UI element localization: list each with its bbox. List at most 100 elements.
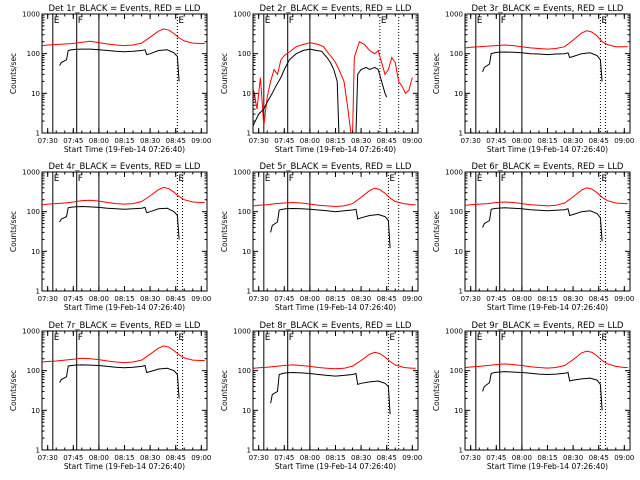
x-tick-label: 07:30 <box>461 454 481 462</box>
x-tick-label: 07:45 <box>486 454 506 462</box>
x-tick-label: 08:15 <box>325 295 345 303</box>
x-tick-label: 08:30 <box>351 454 371 462</box>
series-group <box>465 350 628 411</box>
interval-marker-label: E <box>54 333 60 343</box>
series-line-lld <box>253 40 413 133</box>
x-tick-label: 09:00 <box>191 295 211 303</box>
interval-marker-label: E <box>477 174 483 184</box>
series-line-events <box>482 51 603 82</box>
panel-title: Det 9r_BLACK = Events, RED = LLD <box>472 321 624 331</box>
y-axis-title: Counts/sec <box>432 53 441 94</box>
x-tick-label: 08:00 <box>512 295 532 303</box>
y-tick-label: 100 <box>238 367 251 375</box>
x-tick-label: 08:00 <box>512 454 532 462</box>
x-axis-title: Start Time (19-Feb-14 07:26:40) <box>64 462 185 471</box>
panel-title: Det 2r_BLACK = Events, RED = LLD <box>260 4 412 14</box>
x-tick-label: 08:15 <box>537 454 557 462</box>
interval-marker-label: E <box>265 333 271 343</box>
y-tick-label: 1 <box>36 288 40 296</box>
x-tick-label: 07:45 <box>63 295 83 303</box>
x-tick-label: 07:45 <box>486 137 506 145</box>
series-line-events <box>270 371 391 415</box>
x-tick-label: 07:45 <box>274 454 294 462</box>
x-tick-label: 07:45 <box>63 454 83 462</box>
panel-1: Det 1r_BLACK = Events, RED = LLD E F E 1 10 10… <box>9 4 211 154</box>
x-tick-label: 08:00 <box>512 137 532 145</box>
x-tick-label: 09:00 <box>614 137 634 145</box>
series-line-lld <box>253 187 416 208</box>
interval-marker-label: E <box>178 174 184 184</box>
panel-title: Det 1r_BLACK = Events, RED = LLD <box>49 4 201 14</box>
series-line-events <box>482 207 603 242</box>
x-axis-title: Start Time (19-Feb-14 07:26:40) <box>275 145 396 154</box>
y-tick-label: 1000 <box>22 11 40 19</box>
x-tick-label: 07:45 <box>274 295 294 303</box>
y-tick-label: 10 <box>454 248 463 256</box>
x-tick-label: 08:15 <box>114 454 134 462</box>
series-line-events <box>59 205 180 240</box>
interval-marker-label: E <box>54 16 60 26</box>
series-group <box>253 187 416 249</box>
x-tick-label: 08:30 <box>563 454 583 462</box>
series-line-lld <box>42 345 205 364</box>
x-axis-title: Start Time (19-Feb-14 07:26:40) <box>487 145 608 154</box>
interval-marker-label: E <box>601 333 607 343</box>
interval-marker-label: E <box>265 16 271 26</box>
x-tick-label: 08:15 <box>114 295 134 303</box>
y-tick-label: 10 <box>242 407 251 415</box>
y-tick-label: 1000 <box>233 328 251 336</box>
x-tick-label: 09:00 <box>402 137 422 145</box>
interval-marker-label: E <box>178 16 184 26</box>
x-tick-label: 08:45 <box>589 295 609 303</box>
y-axis-title: Counts/sec <box>220 211 229 252</box>
x-tick-label: 08:30 <box>563 295 583 303</box>
x-tick-label: 07:30 <box>461 295 481 303</box>
series-line-events <box>482 371 603 411</box>
y-tick-label: 1 <box>459 130 463 138</box>
interval-marker-label: E <box>54 174 60 184</box>
series-group <box>465 30 628 82</box>
y-axis-title: Counts/sec <box>220 53 229 94</box>
series-group <box>42 186 205 240</box>
x-tick-label: 07:30 <box>249 454 269 462</box>
y-tick-label: 100 <box>238 208 251 216</box>
y-tick-label: 1 <box>459 288 463 296</box>
y-tick-label: 1 <box>247 130 251 138</box>
x-tick-label: 08:15 <box>325 454 345 462</box>
x-tick-label: 08:00 <box>89 454 109 462</box>
x-tick-label: 07:30 <box>249 295 269 303</box>
series-group <box>253 40 413 133</box>
y-tick-label: 1 <box>36 447 40 455</box>
y-tick-label: 1000 <box>445 328 463 336</box>
y-tick-label: 1000 <box>233 11 251 19</box>
x-tick-label: 07:30 <box>461 137 481 145</box>
y-tick-label: 100 <box>450 367 463 375</box>
y-tick-label: 1000 <box>233 169 251 177</box>
series-line-lld <box>42 28 205 47</box>
series-line-lld <box>253 351 416 370</box>
plot-frame <box>41 13 208 134</box>
y-tick-label: 10 <box>454 407 463 415</box>
y-tick-label: 10 <box>31 90 40 98</box>
plot-frame <box>252 171 419 292</box>
plot-frame <box>41 330 208 451</box>
plot-frame <box>464 171 631 292</box>
y-tick-label: 1000 <box>22 169 40 177</box>
x-axis-title: Start Time (19-Feb-14 07:26:40) <box>275 462 396 471</box>
panel-title: Det 7r_BLACK = Events, RED = LLD <box>49 321 201 331</box>
panel-7: Det 7r_BLACK = Events, RED = LLD E F E 1 10 10… <box>9 321 211 471</box>
y-tick-label: 10 <box>31 407 40 415</box>
y-tick-label: 1 <box>459 447 463 455</box>
x-tick-label: 08:30 <box>140 454 160 462</box>
x-tick-label: 07:45 <box>486 295 506 303</box>
series-line-lld <box>465 187 628 207</box>
x-axis-title: Start Time (19-Feb-14 07:26:40) <box>64 303 185 312</box>
y-axis-title: Counts/sec <box>9 53 18 94</box>
y-tick-label: 10 <box>31 248 40 256</box>
panel-title: Det 3r_BLACK = Events, RED = LLD <box>472 4 624 14</box>
x-tick-label: 08:30 <box>563 137 583 145</box>
y-tick-label: 1 <box>247 288 251 296</box>
x-tick-label: 08:45 <box>166 454 186 462</box>
x-tick-label: 08:15 <box>114 137 134 145</box>
x-tick-label: 09:00 <box>402 295 422 303</box>
